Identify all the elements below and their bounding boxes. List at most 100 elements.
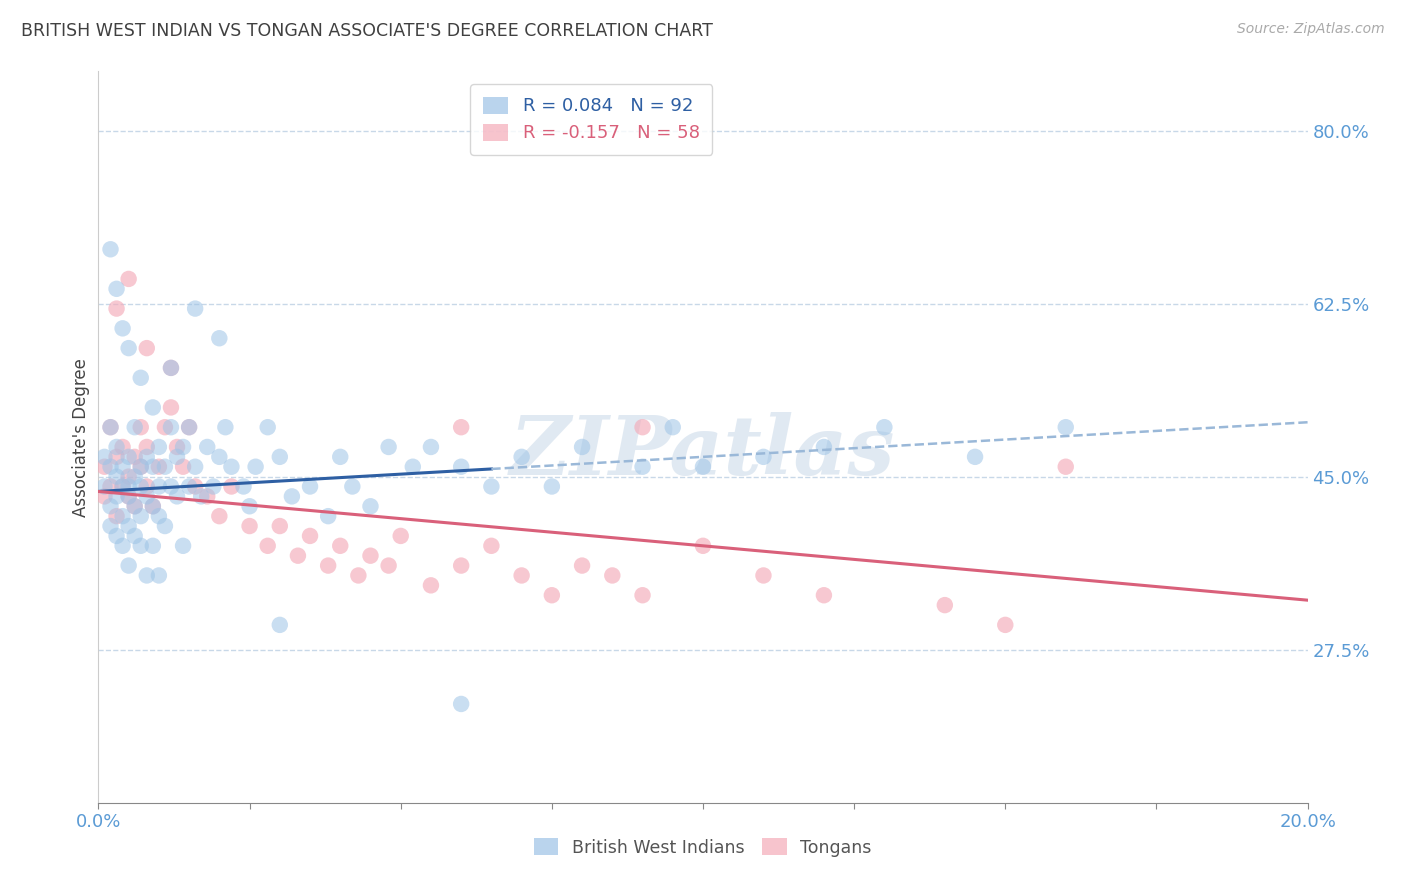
Point <box>1054 459 1077 474</box>
Point <box>934 598 956 612</box>
Point <box>481 479 503 493</box>
Point <box>129 371 152 385</box>
Point <box>100 479 122 493</box>
Point <box>93 459 115 474</box>
Point <box>100 420 122 434</box>
Point <box>184 459 207 474</box>
Point <box>299 529 322 543</box>
Point <box>208 509 231 524</box>
Point <box>540 479 562 493</box>
Point <box>105 529 128 543</box>
Point <box>245 459 267 474</box>
Point <box>105 509 128 524</box>
Point <box>316 509 339 524</box>
Point <box>195 489 218 503</box>
Point <box>111 479 134 493</box>
Point <box>148 459 170 474</box>
Point <box>124 529 146 543</box>
Point <box>118 469 141 483</box>
Point <box>450 697 472 711</box>
Point <box>281 489 304 503</box>
Point <box>208 331 231 345</box>
Point <box>450 558 472 573</box>
Text: Source: ZipAtlas.com: Source: ZipAtlas.com <box>1237 22 1385 37</box>
Point <box>389 529 412 543</box>
Point <box>111 509 134 524</box>
Point <box>135 450 157 464</box>
Point <box>813 440 835 454</box>
Point <box>124 469 146 483</box>
Point <box>172 440 194 454</box>
Point <box>135 341 157 355</box>
Point <box>602 568 624 582</box>
Point <box>256 539 278 553</box>
Point <box>135 489 157 503</box>
Point <box>631 588 654 602</box>
Point <box>184 479 207 493</box>
Point <box>100 420 122 434</box>
Point <box>239 500 262 514</box>
Point <box>148 440 170 454</box>
Point <box>166 440 188 454</box>
Point <box>965 450 987 464</box>
Point <box>232 479 254 493</box>
Point <box>510 450 533 464</box>
Point <box>221 459 243 474</box>
Point <box>111 440 134 454</box>
Point <box>342 479 364 493</box>
Point <box>208 450 231 464</box>
Point <box>172 459 194 474</box>
Point <box>93 489 115 503</box>
Point <box>118 272 141 286</box>
Point <box>269 450 291 464</box>
Point <box>100 459 122 474</box>
Point <box>172 539 194 553</box>
Point <box>148 509 170 524</box>
Point <box>166 450 188 464</box>
Point <box>329 539 352 553</box>
Point <box>221 479 243 493</box>
Point <box>129 459 152 474</box>
Point <box>111 321 134 335</box>
Point <box>118 489 141 503</box>
Point <box>129 509 152 524</box>
Point <box>813 588 835 602</box>
Point <box>142 539 165 553</box>
Point <box>160 401 183 415</box>
Y-axis label: Associate's Degree: Associate's Degree <box>72 358 90 516</box>
Text: BRITISH WEST INDIAN VS TONGAN ASSOCIATE'S DEGREE CORRELATION CHART: BRITISH WEST INDIAN VS TONGAN ASSOCIATE'… <box>21 22 713 40</box>
Point <box>347 568 370 582</box>
Point <box>377 558 399 573</box>
Point <box>256 420 278 434</box>
Point <box>360 549 382 563</box>
Point <box>402 459 425 474</box>
Point <box>129 459 152 474</box>
Point <box>287 549 309 563</box>
Point <box>142 500 165 514</box>
Point <box>148 568 170 582</box>
Point <box>179 420 201 434</box>
Point <box>420 440 443 454</box>
Point <box>124 500 146 514</box>
Point <box>118 479 141 493</box>
Point <box>153 459 176 474</box>
Point <box>118 519 141 533</box>
Point <box>510 568 533 582</box>
Point <box>179 479 201 493</box>
Point <box>124 420 146 434</box>
Point <box>190 489 212 503</box>
Point <box>316 558 339 573</box>
Point <box>100 242 122 256</box>
Point <box>752 450 775 464</box>
Point <box>631 459 654 474</box>
Point <box>100 500 122 514</box>
Point <box>571 440 593 454</box>
Point <box>111 459 134 474</box>
Point <box>124 450 146 464</box>
Point <box>142 500 165 514</box>
Point <box>994 618 1017 632</box>
Point <box>540 588 562 602</box>
Point <box>214 420 236 434</box>
Point <box>111 479 134 493</box>
Point <box>329 450 352 464</box>
